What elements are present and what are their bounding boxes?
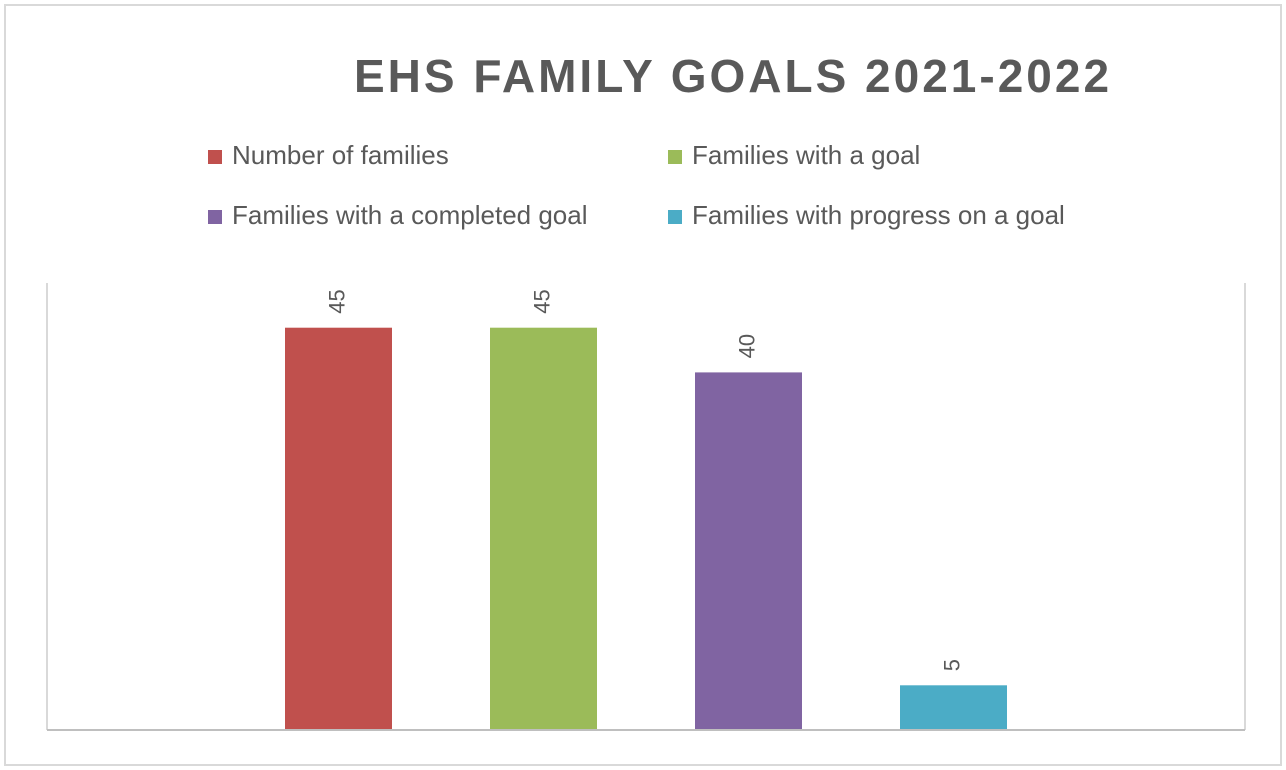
legend-label: Families with a goal — [692, 140, 920, 170]
legend-label: Number of families — [232, 140, 449, 170]
data-label: 40 — [734, 334, 759, 358]
legend-swatch — [668, 150, 682, 164]
bar — [490, 327, 597, 730]
legend-swatch — [208, 210, 222, 224]
data-label: 45 — [324, 289, 349, 313]
chart-title: EHS FAMILY GOALS 2021-2022 — [354, 50, 1112, 102]
legend-label: Families with a completed goal — [232, 200, 588, 230]
legend-swatch — [668, 210, 682, 224]
legend-swatch — [208, 150, 222, 164]
legend-label: Families with progress on a goal — [692, 200, 1065, 230]
bar — [285, 327, 392, 730]
data-label: 5 — [939, 659, 964, 671]
bar — [695, 372, 802, 730]
data-label: 45 — [529, 289, 554, 313]
bar — [900, 685, 1007, 730]
chart-border — [4, 4, 1282, 766]
